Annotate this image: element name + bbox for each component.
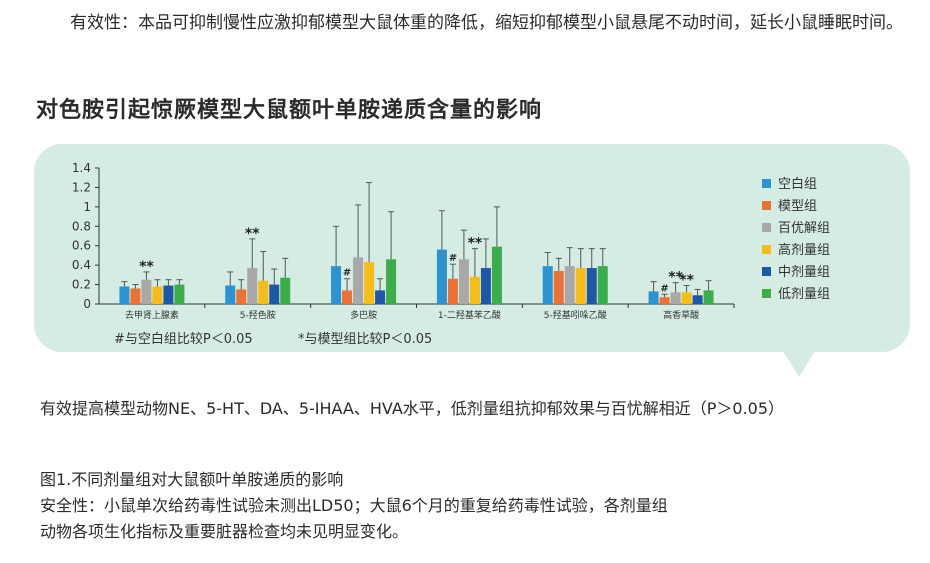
bubble-tail xyxy=(783,351,815,377)
bar xyxy=(353,257,364,304)
legend-swatch xyxy=(762,201,771,210)
bar xyxy=(119,286,130,304)
footnote-star: *与模型组比较P＜0.05 xyxy=(298,332,432,347)
legend-swatch xyxy=(762,223,771,232)
x-category-label: 去甲肾上腺素 xyxy=(125,309,179,321)
bar xyxy=(447,278,458,304)
bar xyxy=(236,289,247,304)
bar xyxy=(141,279,152,304)
legend-label: 百优解组 xyxy=(778,221,830,236)
x-category-label: 高香草酸 xyxy=(663,309,699,321)
bar xyxy=(681,292,692,304)
legend-label: 空白组 xyxy=(778,176,817,192)
bar xyxy=(553,270,564,304)
bar xyxy=(670,292,681,304)
y-tick-label: 1.4 xyxy=(72,161,91,175)
x-category-label: 5-羟基吲哚乙酸 xyxy=(544,309,607,321)
y-tick-label: 0 xyxy=(83,297,91,311)
y-tick-label: 0.8 xyxy=(72,219,91,233)
y-tick-label: 0.4 xyxy=(72,258,91,272)
bar xyxy=(152,286,163,304)
significance-marker: ** xyxy=(679,273,694,289)
significance-marker: ** xyxy=(245,226,260,242)
bar xyxy=(174,284,185,304)
bar xyxy=(163,285,174,304)
bar xyxy=(436,249,447,304)
y-tick-label: 1.2 xyxy=(72,180,91,194)
significance-marker: # xyxy=(660,283,668,294)
significance-marker: ** xyxy=(139,259,154,275)
legend-swatch xyxy=(762,289,771,298)
bar xyxy=(130,288,141,304)
safety-line-1: 安全性：小鼠单次给药毒性试验未测出LD50；大鼠6个月的重复给药毒性试验，各剂量… xyxy=(40,496,668,515)
y-tick-label: 1 xyxy=(83,200,91,214)
figure-caption: 图1.不同剂量组对大鼠额叶单胺递质的影响 xyxy=(40,470,344,489)
bar xyxy=(247,268,258,304)
bar xyxy=(586,268,597,304)
legend-swatch xyxy=(762,267,771,276)
x-category-label: 1-二羟基苯乙酸 xyxy=(438,309,501,321)
legend-label: 中剂量组 xyxy=(778,265,830,280)
bar xyxy=(542,266,553,304)
y-tick-label: 0.6 xyxy=(72,239,91,253)
footnote-hash: #与空白组比较P＜0.05 xyxy=(114,331,253,347)
bar xyxy=(564,266,575,304)
section-title: 对色胺引起惊厥模型大鼠额叶单胺递质含量的影响 xyxy=(36,98,543,123)
significance-marker: # xyxy=(449,253,457,264)
legend-label: 高剂量组 xyxy=(778,242,830,258)
bar xyxy=(258,280,269,304)
significance-marker: ** xyxy=(668,270,683,286)
legend-swatch xyxy=(762,245,771,254)
bar-chart: 0 0.2 0.4 0.6 0.8 1 1.2 1.4 去甲肾上腺素 5-羟色胺 多巴胺 1-二羟基苯… xyxy=(72,161,830,347)
bar xyxy=(597,266,608,304)
bar xyxy=(480,268,491,304)
bar xyxy=(458,259,469,304)
significance-marker: # xyxy=(343,268,351,279)
significance-marker: ** xyxy=(468,236,483,252)
bar xyxy=(469,276,480,304)
bar xyxy=(331,266,342,304)
caption-and-safety: 图1.不同剂量组对大鼠额叶单胺递质的影响 安全性：小鼠单次给药毒性试验未测出LD… xyxy=(40,467,910,545)
x-category-label: 5-羟色胺 xyxy=(240,309,276,321)
legend-label: 低剂量组 xyxy=(778,287,830,302)
result-paragraph: 有效提高模型动物NE、5-HT、DA、5-IHAA、HVA水平，低剂量组抗抑郁效… xyxy=(40,399,785,418)
safety-line-2: 动物各项生化指标及重要脏器检查均未见明显变化。 xyxy=(40,522,409,541)
y-tick-label: 0.2 xyxy=(72,278,91,292)
bar xyxy=(575,268,586,304)
bar xyxy=(491,246,502,304)
bar xyxy=(648,291,659,304)
legend-label: 模型组 xyxy=(778,199,817,214)
bar xyxy=(364,262,375,304)
bar xyxy=(692,295,703,304)
x-category-label: 多巴胺 xyxy=(350,309,377,321)
bar xyxy=(375,290,386,304)
bar xyxy=(386,259,397,304)
bar xyxy=(659,297,670,304)
bar xyxy=(280,277,291,304)
bar xyxy=(342,290,353,304)
bar xyxy=(225,285,236,304)
intro-paragraph: 有效性：本品可抑制慢性应激抑郁模型大鼠体重的降低，缩短抑郁模型小鼠悬尾不动时间，… xyxy=(70,13,903,33)
legend-swatch xyxy=(762,179,771,188)
bar xyxy=(703,290,714,304)
bar xyxy=(269,284,280,304)
